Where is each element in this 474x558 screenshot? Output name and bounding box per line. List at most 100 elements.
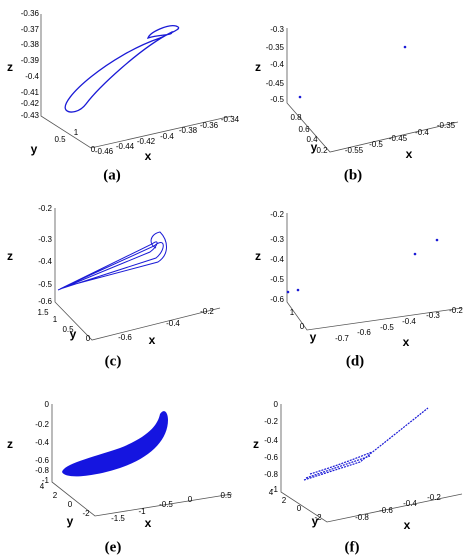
x-tick-label: -0.35 — [437, 121, 456, 130]
y-tick-label: 2 — [282, 496, 287, 505]
z-tick-label: -1 — [271, 485, 279, 494]
z-tick-label: -0.8 — [35, 466, 49, 475]
x-tick-label: -0.4 — [166, 319, 180, 328]
x-tick-label: -0.38 — [179, 126, 198, 135]
z-tick-label: -0.2 — [270, 210, 284, 219]
x-tick-label: -0.42 — [137, 137, 156, 146]
x-tick-label: -0.44 — [116, 142, 135, 151]
point — [286, 290, 290, 294]
x-axis-label: x — [406, 147, 413, 161]
y-tick-label: 4 — [269, 488, 274, 497]
z-tick-label: -0.41 — [21, 88, 40, 97]
z-tick-label: -0.6 — [264, 453, 278, 462]
y-tick-label: 0.5 — [62, 325, 74, 334]
y-axis-label: y — [70, 327, 77, 341]
z-tick-label: -0.42 — [21, 99, 40, 108]
x-tick-label: -0.46 — [95, 147, 114, 156]
panel-label: (f) — [345, 539, 360, 555]
x-tick-label: -0.4 — [402, 317, 416, 326]
axes-frames — [40, 14, 463, 523]
y-tick-label: -2 — [82, 509, 90, 518]
z-tick-label: -0.39 — [21, 56, 40, 65]
x-tick-label: -0.2 — [449, 306, 463, 315]
x-tick-label: -0.2 — [427, 493, 441, 502]
y-axis-label: y — [310, 330, 317, 344]
y-tick-label: 4 — [40, 482, 45, 491]
z-tick-label: -0.4 — [25, 72, 39, 81]
panel-label: (d) — [346, 353, 364, 369]
z-axis-label: z — [253, 437, 259, 451]
x-tick-label: -1.5 — [111, 514, 125, 523]
z-axis-label: z — [7, 437, 13, 451]
z-tick-label: -0.5 — [270, 275, 284, 284]
x-axis-label: x — [404, 518, 411, 532]
x-tick-label: -0.4 — [403, 499, 417, 508]
z-tick-label: -0.43 — [21, 111, 40, 120]
x-tick-label: -0.4 — [415, 128, 429, 137]
x-tick-label: -1 — [138, 507, 146, 516]
x-axis-label: x — [403, 335, 410, 349]
x-tick-label: -0.36 — [200, 121, 219, 130]
y-tick-label: 0.2 — [316, 146, 328, 155]
x-axis-label: x — [145, 516, 152, 530]
point — [435, 238, 439, 242]
y-tick-label: 0.6 — [298, 125, 310, 134]
y-axis-label: y — [312, 514, 319, 528]
z-tick-label: -0.4 — [264, 436, 278, 445]
x-tick-label: -0.6 — [357, 328, 371, 337]
y-tick-label: 0 — [91, 145, 96, 154]
x-tick-label: -0.8 — [355, 513, 369, 522]
z-tick-label: -0.36 — [21, 9, 40, 18]
y-tick-label: 0.5 — [54, 135, 66, 144]
x-tick-label: 0.5 — [220, 491, 232, 500]
x-tick-label: -0.6 — [379, 506, 393, 515]
panel-label: (c) — [105, 353, 122, 369]
z-tick-label: 0 — [45, 400, 50, 409]
z-tick-label: -0.5 — [270, 95, 284, 104]
z-tick-label: -0.4 — [270, 60, 284, 69]
y-axis-label: y — [311, 140, 318, 154]
point — [296, 288, 300, 292]
z-tick-label: -0.6 — [38, 297, 52, 306]
y-tick-label: 1.5 — [37, 308, 49, 317]
y-tick-label: 2 — [53, 491, 58, 500]
z-axis-label: z — [255, 249, 261, 263]
x-tick-label: -0.5 — [159, 500, 173, 509]
z-tick-label: -0.4 — [270, 255, 284, 264]
panel-label: (b) — [344, 167, 362, 183]
point — [413, 252, 417, 256]
z-axis-label: z — [255, 60, 261, 74]
x-tick-label: -0.7 — [335, 334, 349, 343]
point — [403, 45, 407, 49]
point — [298, 95, 302, 99]
z-tick-label: -0.4 — [35, 438, 49, 447]
curve-f — [303, 407, 429, 481]
z-tick-label: -0.2 — [264, 417, 278, 426]
y-tick-label: -2 — [314, 513, 322, 522]
y-tick-label: 0 — [297, 504, 302, 513]
x-tick-label: -0.6 — [118, 333, 132, 342]
y-axis-label: y — [31, 142, 38, 156]
z-tick-label: -0.2 — [35, 420, 49, 429]
x-tick-label: 0 — [188, 495, 193, 504]
x-tick-label: -0.2 — [200, 307, 214, 316]
y-tick-label: 1 — [53, 315, 58, 324]
x-tick-label: -0.45 — [389, 134, 408, 143]
z-tick-label: -0.3 — [270, 235, 284, 244]
y-tick-label: 1 — [74, 128, 79, 137]
x-tick-label: -0.3 — [426, 311, 440, 320]
z-tick-label: 0 — [274, 400, 279, 409]
y-tick-label: 0.4 — [306, 135, 318, 144]
x-tick-label: -0.5 — [369, 140, 383, 149]
z-tick-label: -0.38 — [21, 40, 40, 49]
z-tick-label: -0.2 — [38, 204, 52, 213]
z-axis-label: z — [7, 249, 13, 263]
y-tick-label: 1 — [290, 308, 295, 317]
blob-e — [62, 411, 168, 477]
panel-label: (e) — [105, 539, 122, 555]
z-tick-label: -0.8 — [264, 470, 278, 479]
z-tick-label: -0.6 — [35, 456, 49, 465]
y-tick-label: 0 — [300, 322, 305, 331]
z-tick-label: -0.37 — [21, 25, 40, 34]
